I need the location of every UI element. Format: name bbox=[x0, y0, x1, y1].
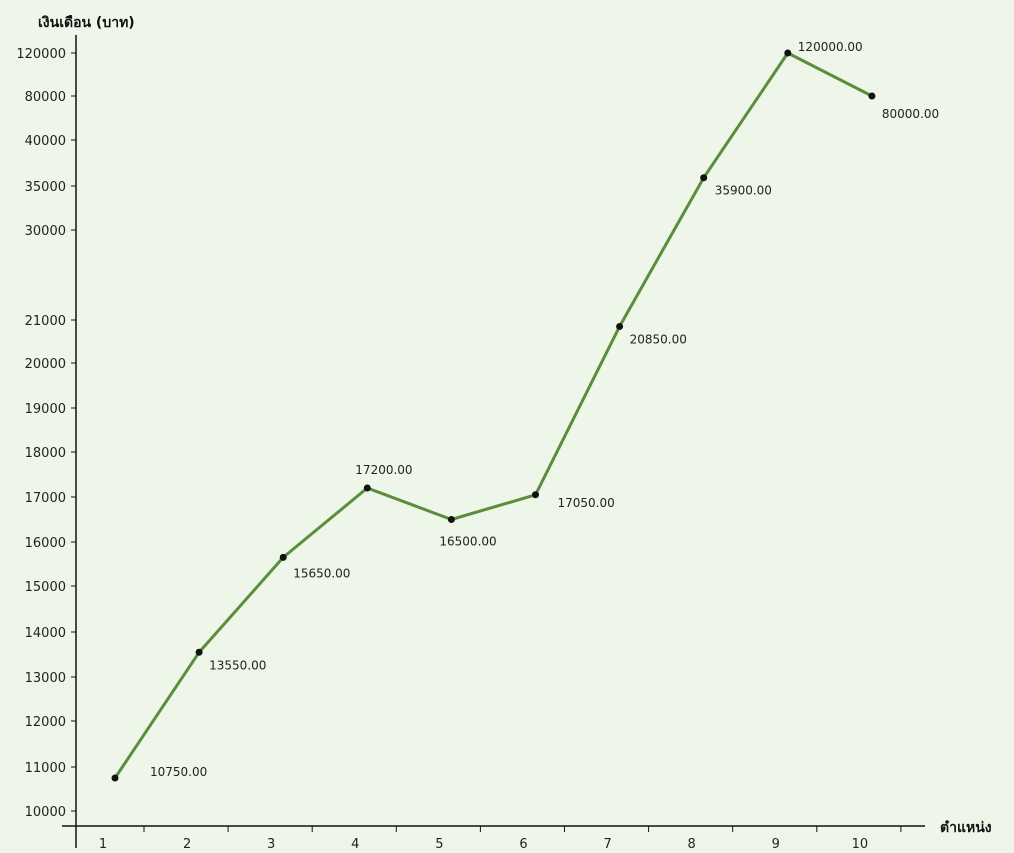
y-tick-label: 14000 bbox=[25, 626, 66, 641]
x-tick-label: 5 bbox=[435, 837, 443, 852]
y-tick-label: 120000 bbox=[16, 47, 66, 62]
data-labels: 10750.00 13550.00 15650.00 17200.00 16500.00… bbox=[150, 40, 939, 779]
x-tick-label: 7 bbox=[603, 837, 611, 852]
x-tick-label: 2 bbox=[183, 837, 191, 852]
data-label: 20850.00 bbox=[630, 332, 687, 346]
data-label: 35900.00 bbox=[715, 184, 772, 198]
data-point bbox=[532, 491, 539, 499]
y-tick-label: 12000 bbox=[25, 715, 66, 730]
x-tick-label: 10 bbox=[852, 837, 869, 852]
y-tick-label: 11000 bbox=[25, 761, 66, 776]
y-tick-label: 30000 bbox=[25, 224, 66, 239]
data-label: 120000.00 bbox=[798, 40, 863, 54]
x-tick-label: 6 bbox=[519, 837, 527, 852]
y-tick-label: 16000 bbox=[25, 536, 66, 551]
y-tick-label: 20000 bbox=[25, 357, 66, 372]
data-points bbox=[111, 49, 876, 782]
data-point bbox=[111, 774, 119, 782]
y-tick-label: 10000 bbox=[25, 805, 66, 820]
data-point bbox=[616, 322, 624, 330]
data-label: 17200.00 bbox=[355, 463, 412, 477]
x-axis-ticks: 1 2 3 4 5 6 7 8 9 10 bbox=[99, 826, 902, 852]
data-label: 13550.00 bbox=[209, 658, 266, 672]
x-tick-label: 4 bbox=[351, 837, 359, 852]
y-tick-label: 17000 bbox=[25, 491, 66, 506]
data-point bbox=[784, 49, 792, 57]
y-tick-label: 18000 bbox=[25, 446, 66, 461]
salary-series-line bbox=[113, 51, 874, 780]
data-label: 16500.00 bbox=[439, 535, 496, 549]
y-tick-label: 35000 bbox=[25, 180, 66, 195]
data-point bbox=[363, 484, 371, 492]
x-tick-label: 1 bbox=[99, 837, 107, 852]
y-tick-label: 80000 bbox=[25, 90, 66, 105]
y-tick-label: 40000 bbox=[25, 134, 66, 149]
data-point bbox=[195, 648, 203, 656]
data-label: 10750.00 bbox=[150, 765, 207, 779]
x-axis-title: ตำแหน่ง bbox=[940, 820, 992, 836]
data-label: 15650.00 bbox=[293, 566, 350, 580]
y-tick-label: 13000 bbox=[25, 671, 66, 686]
x-tick-label: 8 bbox=[688, 837, 696, 852]
data-label: 80000.00 bbox=[882, 107, 939, 121]
data-point bbox=[279, 553, 287, 561]
x-tick-label: 3 bbox=[267, 837, 275, 852]
x-tick-label: 9 bbox=[772, 837, 780, 852]
y-tick-label: 15000 bbox=[25, 580, 66, 595]
data-label: 17050.00 bbox=[558, 496, 615, 510]
data-point bbox=[700, 174, 708, 182]
y-axis-ticks: 10000 11000 12000 13000 14000 15000 16000 17000… bbox=[16, 47, 76, 820]
y-axis-title: เงินเดือน (บาท) bbox=[38, 15, 135, 31]
data-point bbox=[447, 516, 455, 523]
y-tick-label: 21000 bbox=[25, 314, 66, 329]
data-point bbox=[868, 92, 876, 100]
y-tick-label: 19000 bbox=[25, 402, 66, 417]
